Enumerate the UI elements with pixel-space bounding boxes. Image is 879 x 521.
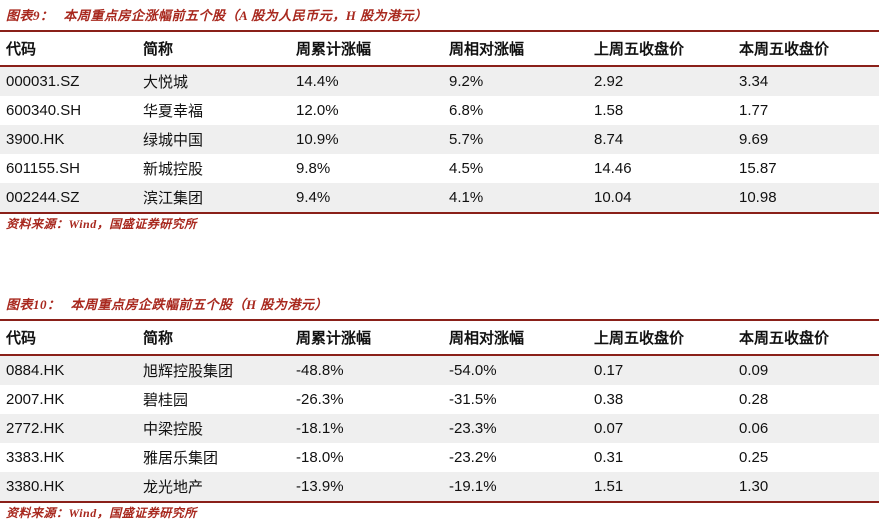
column-header: 本周五收盘价 bbox=[739, 42, 830, 58]
table-cell: 0.25 bbox=[739, 449, 769, 466]
table-cell: 601155.SH bbox=[6, 160, 80, 177]
table-cell: 10.04 bbox=[594, 189, 632, 206]
table-cell: 9.2% bbox=[449, 73, 484, 90]
table-cell: 2007.HK bbox=[6, 391, 65, 408]
figure-9-source: 资料来源：Wind，国盛证券研究所 bbox=[6, 217, 197, 231]
table-cell: 4.1% bbox=[449, 189, 484, 206]
table-cell: -23.3% bbox=[449, 420, 497, 437]
table-cell: 4.5% bbox=[449, 160, 484, 177]
table-cell: 1.51 bbox=[594, 478, 624, 495]
table-cell: 12.0% bbox=[296, 102, 339, 119]
table-cell: 3380.HK bbox=[6, 478, 65, 495]
column-header: 上周五收盘价 bbox=[594, 331, 685, 347]
table-row: 000031.SZ 大悦城 14.4% 9.2% 2.92 3.34 bbox=[0, 66, 879, 96]
column-header: 简称 bbox=[143, 331, 174, 347]
table-cell: 15.87 bbox=[739, 160, 777, 177]
table-cell: 1.30 bbox=[739, 478, 769, 495]
table-row: 3383.HK 雅居乐集团 -18.0% -23.2% 0.31 0.25 bbox=[0, 443, 879, 472]
table-cell: 3900.HK bbox=[6, 131, 65, 148]
table-cell: 2772.HK bbox=[6, 420, 65, 437]
table-cell: 碧桂园 bbox=[143, 392, 189, 409]
table-cell: 0.09 bbox=[739, 362, 769, 379]
losers-table: 代码 简称 周累计涨幅 周相对涨幅 上周五收盘价 本周五收盘价 0884.HK 旭辉控股集团… bbox=[0, 319, 879, 503]
table-cell: 2.92 bbox=[594, 73, 624, 90]
table-cell: -26.3% bbox=[296, 391, 344, 408]
table-cell: 10.9% bbox=[296, 131, 339, 148]
table-cell: 0.07 bbox=[594, 420, 624, 437]
table-header-row: 代码 简称 周累计涨幅 周相对涨幅 上周五收盘价 本周五收盘价 bbox=[0, 320, 879, 355]
table-cell: 中梁控股 bbox=[143, 421, 204, 438]
table-cell: 龙光地产 bbox=[143, 479, 204, 496]
table-cell: 3.34 bbox=[739, 73, 769, 90]
table-cell: 0.28 bbox=[739, 391, 769, 408]
table-cell: 1.77 bbox=[739, 102, 769, 119]
table-cell: 旭辉控股集团 bbox=[143, 363, 234, 380]
table-row: 3380.HK 龙光地产 -13.9% -19.1% 1.51 1.30 bbox=[0, 472, 879, 502]
table-row: 002244.SZ 滨江集团 9.4% 4.1% 10.04 10.98 bbox=[0, 183, 879, 213]
figure-10-block: 图表10： 本周重点房企跌幅前五个股（H 股为港元） 代码 简称 周累计涨幅 周相对涨幅… bbox=[0, 289, 879, 521]
column-header: 周累计涨幅 bbox=[296, 42, 372, 58]
table-row: 600340.SH 华夏幸福 12.0% 6.8% 1.58 1.77 bbox=[0, 96, 879, 125]
table-cell: -13.9% bbox=[296, 478, 344, 495]
column-header: 简称 bbox=[143, 42, 174, 58]
table-cell: 8.74 bbox=[594, 131, 624, 148]
table-cell: 0884.HK bbox=[6, 362, 65, 379]
table-cell: 9.8% bbox=[296, 160, 331, 177]
column-header: 周累计涨幅 bbox=[296, 331, 372, 347]
table-cell: 滨江集团 bbox=[143, 190, 204, 207]
table-cell: -48.8% bbox=[296, 362, 344, 379]
gainers-table: 代码 简称 周累计涨幅 周相对涨幅 上周五收盘价 本周五收盘价 000031.SZ 大悦城 1… bbox=[0, 30, 879, 214]
table-row: 601155.SH 新城控股 9.8% 4.5% 14.46 15.87 bbox=[0, 154, 879, 183]
table-cell: 5.7% bbox=[449, 131, 484, 148]
table-cell: 002244.SZ bbox=[6, 189, 80, 206]
table-row: 3900.HK 绿城中国 10.9% 5.7% 8.74 9.69 bbox=[0, 125, 879, 154]
figure-9-title: 图表9： 本周重点房企涨幅前五个股（A 股为人民币元，H 股为港元） bbox=[0, 0, 879, 30]
column-header: 本周五收盘价 bbox=[739, 331, 830, 347]
table-cell: 600340.SH bbox=[6, 102, 82, 119]
figure-9-block: 图表9： 本周重点房企涨幅前五个股（A 股为人民币元，H 股为港元） 代码 简称 周累… bbox=[0, 0, 879, 232]
column-header: 上周五收盘价 bbox=[594, 42, 685, 58]
table-cell: -31.5% bbox=[449, 391, 497, 408]
table-cell: 绿城中国 bbox=[143, 132, 204, 149]
table-cell: 000031.SZ bbox=[6, 73, 80, 90]
table-row: 2007.HK 碧桂园 -26.3% -31.5% 0.38 0.28 bbox=[0, 385, 879, 414]
column-header: 周相对涨幅 bbox=[449, 331, 525, 347]
table-cell: 0.06 bbox=[739, 420, 769, 437]
table-cell: 9.69 bbox=[739, 131, 769, 148]
table-cell: 10.98 bbox=[739, 189, 777, 206]
table-cell: -19.1% bbox=[449, 478, 497, 495]
figure-10-title: 图表10： 本周重点房企跌幅前五个股（H 股为港元） bbox=[0, 289, 879, 319]
table-cell: -18.0% bbox=[296, 449, 344, 466]
table-cell: 0.38 bbox=[594, 391, 624, 408]
figure-label: 图表10： bbox=[6, 297, 61, 312]
figure-10-source: 资料来源：Wind，国盛证券研究所 bbox=[6, 506, 197, 520]
column-header: 代码 bbox=[6, 331, 37, 347]
table-cell: 雅居乐集团 bbox=[143, 450, 219, 467]
table-cell: 0.17 bbox=[594, 362, 624, 379]
table-cell: 新城控股 bbox=[143, 161, 204, 178]
table-header-row: 代码 简称 周累计涨幅 周相对涨幅 上周五收盘价 本周五收盘价 bbox=[0, 31, 879, 66]
column-header: 周相对涨幅 bbox=[449, 42, 525, 58]
table-cell: 14.46 bbox=[594, 160, 632, 177]
figure-label: 图表9： bbox=[6, 8, 54, 23]
table-cell: 华夏幸福 bbox=[143, 103, 204, 120]
table-row: 0884.HK 旭辉控股集团 -48.8% -54.0% 0.17 0.09 bbox=[0, 355, 879, 385]
table-cell: -23.2% bbox=[449, 449, 497, 466]
table-cell: 3383.HK bbox=[6, 449, 65, 466]
column-header: 代码 bbox=[6, 42, 37, 58]
table-row: 2772.HK 中梁控股 -18.1% -23.3% 0.07 0.06 bbox=[0, 414, 879, 443]
table-cell: -54.0% bbox=[449, 362, 497, 379]
figure-title-text: 本周重点房企涨幅前五个股（A 股为人民币元，H 股为港元） bbox=[63, 8, 428, 23]
table-cell: -18.1% bbox=[296, 420, 344, 437]
table-cell: 1.58 bbox=[594, 102, 624, 119]
table-cell: 0.31 bbox=[594, 449, 624, 466]
table-cell: 6.8% bbox=[449, 102, 484, 119]
table-cell: 14.4% bbox=[296, 73, 339, 90]
table-cell: 大悦城 bbox=[143, 74, 189, 91]
table-cell: 9.4% bbox=[296, 189, 331, 206]
figure-title-text: 本周重点房企跌幅前五个股（H 股为港元） bbox=[70, 297, 328, 312]
